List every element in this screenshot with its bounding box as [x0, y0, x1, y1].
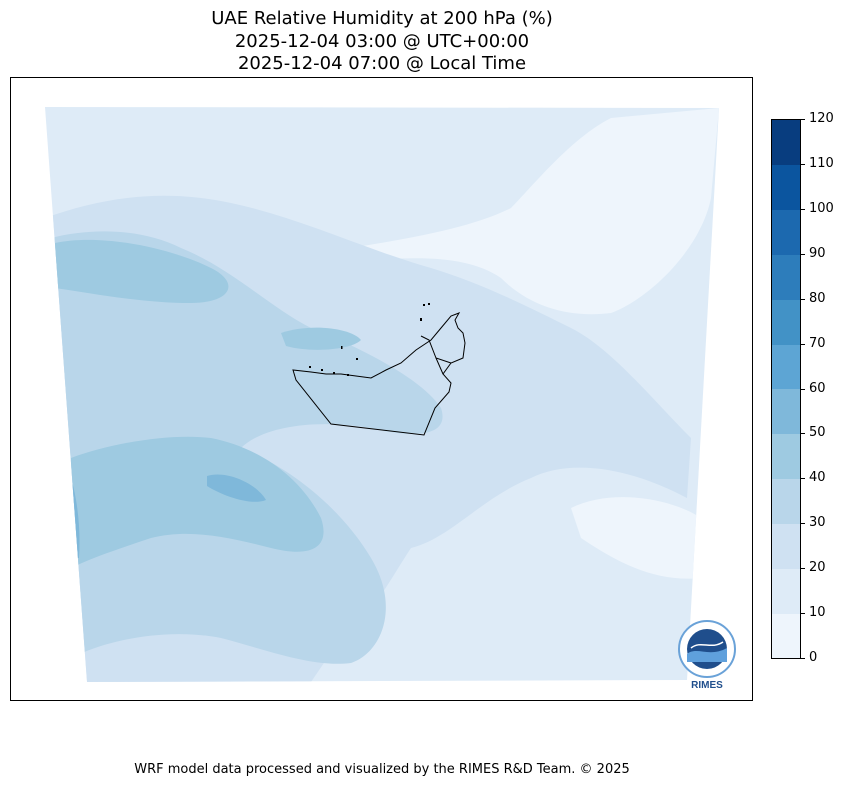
rh-band-0-10-east	[571, 497, 701, 579]
rh-band-40-50-central	[281, 327, 361, 350]
map-title: UAE Relative Humidity at 200 hPa (%)	[211, 8, 553, 29]
colorbar-tick-label: 0	[809, 650, 818, 665]
internal-border-2	[435, 357, 444, 375]
colorbar-tick-label: 90	[809, 245, 826, 261]
humidity-map: RIMES	[45, 107, 736, 691]
colorbar-tick	[801, 523, 805, 525]
uae-islands	[309, 303, 430, 376]
colorbar-tick-label: 60	[809, 380, 826, 396]
colorbar-segment	[772, 568, 800, 614]
map-panel: RIMES	[10, 77, 753, 701]
colorbar-segment	[772, 613, 800, 659]
rh-band-0-10	[351, 108, 719, 315]
rh-band-40-50-southwest	[71, 436, 324, 568]
colorbar-tick	[801, 433, 805, 435]
colorbar-tick-label: 30	[809, 515, 826, 531]
footer-credit: WRF model data processed and visualized …	[134, 762, 630, 777]
rh-band-30-40	[51, 231, 443, 664]
internal-border-1	[420, 335, 452, 364]
rimes-logo: RIMES	[678, 620, 736, 691]
colorbar-segment	[772, 164, 800, 211]
rimes-logo-text: RIMES	[691, 680, 723, 691]
colorbar-tick	[801, 388, 805, 390]
colorbar	[771, 119, 801, 659]
colorbar-tick-label: 70	[809, 335, 826, 351]
colorbar-tick-label: 20	[809, 560, 826, 576]
colorbar-segment	[772, 433, 800, 480]
colorbar-tick-label: 120	[809, 111, 834, 126]
colorbar-tick	[801, 343, 805, 345]
colorbar-segment	[772, 254, 800, 300]
colorbar-segment	[772, 523, 800, 569]
colorbar-tick	[801, 478, 805, 480]
colorbar-segment	[772, 209, 800, 255]
rh-band-40-50-north	[55, 239, 229, 303]
colorbar-segment	[772, 344, 800, 390]
colorbar-tick	[801, 298, 805, 300]
rh-band-50-60	[207, 474, 266, 502]
colorbar-tick-label: 50	[809, 425, 826, 441]
colorbar-tick	[801, 163, 805, 165]
colorbar-tick-label: 40	[809, 470, 826, 486]
utc-time: 2025-12-04 03:00 @ UTC+00:00	[234, 31, 530, 52]
colorbar-tick	[801, 658, 805, 659]
colorbar-tick-label: 110	[809, 155, 834, 171]
colorbar-tick	[801, 208, 805, 210]
uae-mainland-outline	[292, 312, 466, 436]
humidity-field	[45, 107, 719, 682]
colorbar-segment	[772, 299, 800, 345]
colorbar-segment	[772, 389, 800, 435]
colorbar-tick	[801, 253, 805, 255]
colorbar-tick	[801, 613, 805, 615]
colorbar-tick	[801, 568, 805, 570]
colorbar-tick-label: 100	[809, 200, 834, 216]
colorbar-tick-label: 10	[809, 605, 826, 621]
colorbar-tick	[801, 119, 805, 120]
colorbar-segment	[772, 478, 800, 524]
local-time: 2025-12-04 07:00 @ Local Time	[237, 53, 527, 74]
colorbar-segment	[772, 120, 800, 166]
uae-boundary	[292, 312, 466, 436]
colorbar-tick-label: 80	[809, 290, 826, 306]
